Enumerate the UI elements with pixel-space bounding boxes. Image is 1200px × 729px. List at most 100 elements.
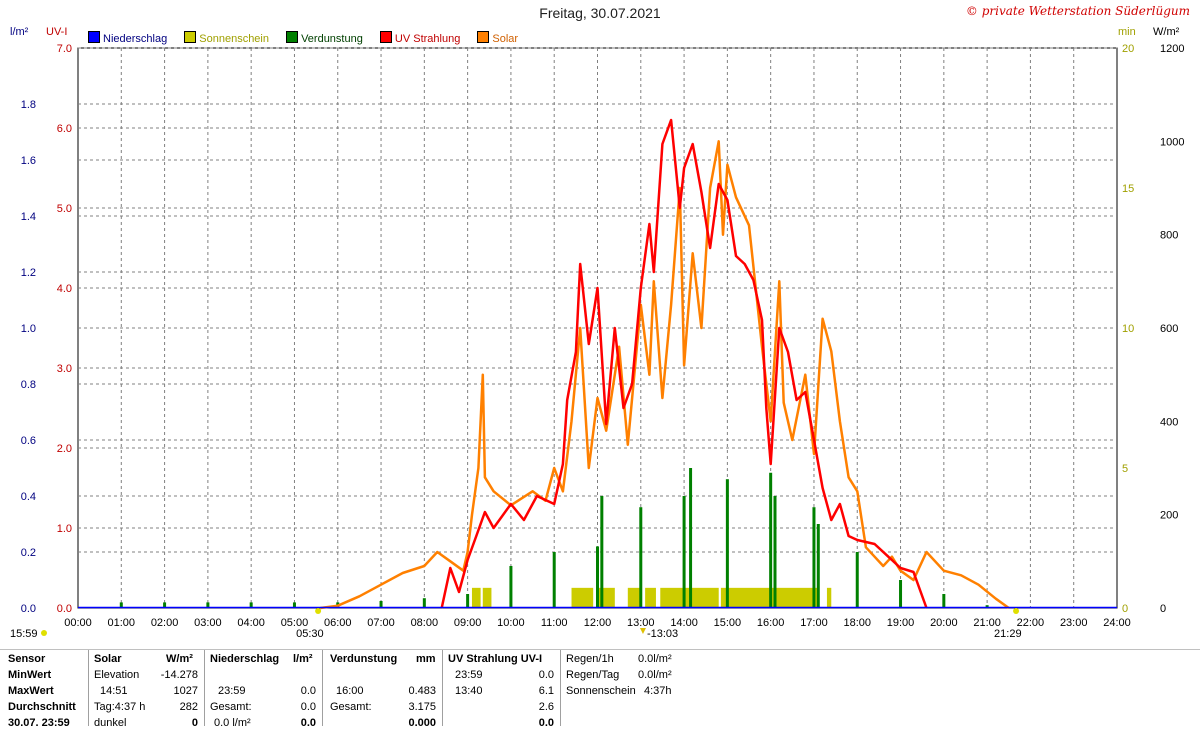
wm2-tick-label: 1200 (1160, 43, 1184, 55)
legend-label: UV Strahlung (394, 33, 461, 45)
wm2-tick-label: 400 (1160, 416, 1178, 428)
evaporation-bar (596, 546, 599, 608)
x-tick-label: 20:00 (930, 617, 958, 629)
x-tick-label: 08:00 (411, 617, 439, 629)
uv-tick-label: 1.0 (57, 523, 72, 535)
min-tick-label: 15 (1122, 183, 1134, 195)
stats-uv-label: 13:40 (455, 685, 483, 697)
stats-evap-value: 0.483 (408, 685, 436, 697)
evaporation-bar (422, 598, 426, 608)
stats-evap-value: 0.000 (408, 717, 436, 729)
stats-rain-label: 23:59 (218, 685, 246, 697)
x-tick-label: 00:00 (64, 617, 92, 629)
x-tick-label: 09:00 (454, 617, 482, 629)
uv-line (440, 118, 928, 609)
evaporation-bar (855, 552, 859, 608)
sunrise-label: 05:30 (296, 628, 324, 640)
stats-rain-value: 0.0 (300, 685, 316, 697)
stats-solar-label: Elevation (94, 669, 140, 681)
stats-extra-value: 0.0l/m² (638, 669, 672, 681)
stats-uv-label: 23:59 (455, 669, 483, 681)
stats-evap-label: 16:00 (336, 685, 364, 697)
wm2-tick-label: 0 (1160, 603, 1166, 615)
uv-tick-label: 3.0 (57, 363, 72, 375)
sunshine-bar (471, 587, 481, 608)
rain-tick-label: 0.0 (21, 603, 36, 615)
x-tick-label: 01:00 (108, 617, 136, 629)
stats-uv-header: UV Strahlung UV-I (448, 653, 543, 665)
stats-rain-header: Niederschlag (210, 653, 280, 665)
min-tick-label: 5 (1122, 463, 1128, 475)
rain-tick-label: 0.6 (21, 435, 36, 447)
stats-solar-unit: W/m² (166, 653, 193, 665)
stats-rain-value: 0.0 (300, 717, 316, 729)
evaporation-bar (942, 594, 946, 608)
stats-solar-label: 14:51 (100, 685, 128, 697)
evaporation-bar (163, 602, 167, 608)
sunshine-bar (482, 587, 492, 608)
rain-tick-label: 1.6 (21, 155, 36, 167)
sunshine-bar (826, 587, 832, 608)
x-tick-label: 07:00 (367, 617, 395, 629)
stats-uv-value: 0.0 (538, 669, 554, 681)
stats-row-label: MinWert (8, 669, 52, 681)
x-tick-label: 13:00 (627, 617, 655, 629)
uv-tick-label: 2.0 (57, 443, 72, 455)
stats-rain-unit: l/m² (293, 653, 313, 665)
stats-rain-label: Gesamt: (210, 701, 252, 713)
left-corner-marker-icon (41, 630, 47, 636)
uv-tick-label: 4.0 (57, 283, 72, 295)
legend-verdunstung: Verdunstung (286, 31, 363, 45)
rain-tick-label: 1.8 (21, 99, 36, 111)
stats-divider (0, 649, 1200, 650)
stats-separator (322, 650, 323, 726)
stats-solar-value: 0 (191, 717, 198, 729)
stats-solar-value: 282 (179, 701, 198, 713)
evaporation-bar (379, 601, 383, 608)
evaporation-bar (639, 507, 643, 608)
stats-evap-header: Verdunstung (330, 653, 398, 665)
evaporation-bar (812, 507, 816, 608)
x-tick-label: 02:00 (151, 617, 179, 629)
noon-label: -13:03 (647, 628, 678, 640)
solar-line (320, 140, 1010, 610)
sunshine-bar (645, 587, 656, 608)
x-tick-label: 11:00 (541, 617, 568, 629)
legend-label: Niederschlag (103, 33, 168, 45)
uv-tick-label: 7.0 (57, 43, 72, 55)
stats-uv-value: 2.6 (538, 701, 554, 713)
min-tick-label: 20 (1122, 43, 1134, 55)
x-tick-label: 12:00 (584, 617, 612, 629)
evaporation-bar (509, 566, 513, 608)
evaporation-bar (682, 496, 686, 608)
x-tick-label: 17:00 (800, 617, 828, 629)
legend-swatch (286, 31, 299, 43)
x-tick-label: 22:00 (1017, 617, 1045, 629)
min-tick-label: 0 (1122, 603, 1128, 615)
stats-rain-value: 0.0 (300, 701, 316, 713)
copyright-text: © private Wetterstation Süderlügum (965, 4, 1190, 18)
sunshine-bar (597, 587, 615, 608)
sunset-label: 21:29 (994, 628, 1022, 640)
rain-tick-label: 1.0 (21, 323, 36, 335)
stats-separator (442, 650, 443, 726)
legend-label: Verdunstung (301, 33, 363, 45)
sunshine-bar (627, 587, 641, 608)
stats-table: Sensor MinWert MaxWert Durchschnitt 30.0… (0, 650, 1200, 729)
left-corner-time: 15:59 (10, 628, 38, 640)
legend-sonnenschein: Sonnenschein (184, 31, 269, 45)
x-tick-label: 21:00 (973, 617, 1001, 629)
evaporation-bar (985, 605, 989, 608)
x-tick-label: 04:00 (237, 617, 265, 629)
evaporation-bar (466, 594, 470, 608)
stats-evap-unit: mm (416, 653, 436, 665)
weather-chart: 00:00 01:00 02:00 03:00 04:00 05:00 06:00 07:00… (10, 43, 1184, 640)
x-tick-label: 23:00 (1060, 617, 1088, 629)
legend-swatch (379, 31, 392, 43)
chart-title: Freitag, 30.07.2021 (539, 5, 661, 21)
uv-tick-label: 6.0 (57, 123, 72, 135)
legend-niederschlag: Niederschlag (88, 31, 167, 45)
stats-extra-label: Regen/1h (566, 653, 614, 665)
evaporation-bar (689, 468, 693, 608)
legend-swatch (184, 31, 197, 43)
